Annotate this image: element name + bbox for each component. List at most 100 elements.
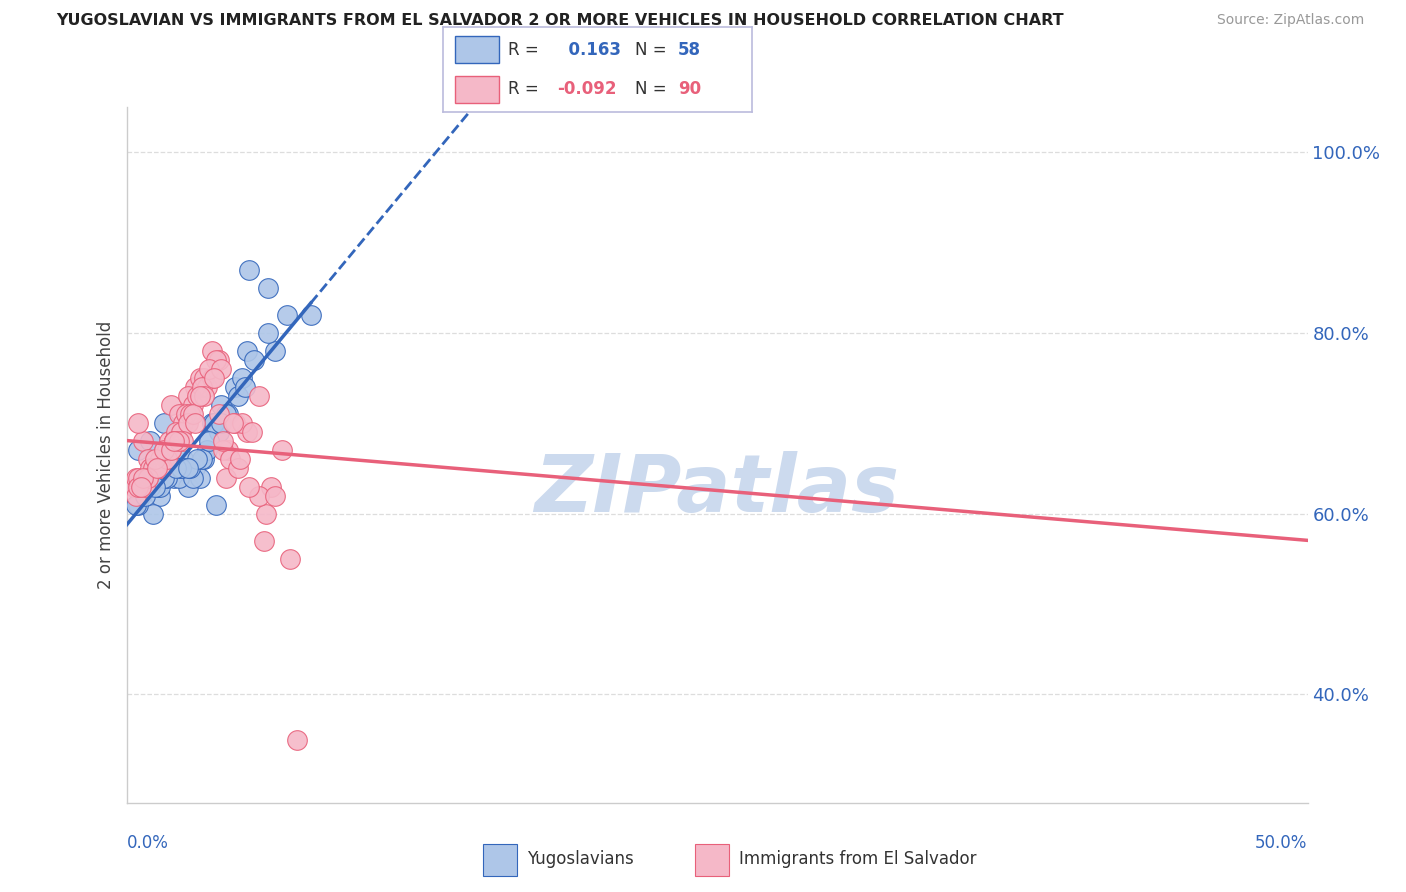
Point	[143, 479, 166, 493]
Point	[186, 452, 208, 467]
Point	[222, 417, 245, 431]
Point	[224, 417, 246, 431]
Point	[134, 470, 156, 484]
Point	[149, 452, 172, 467]
Point	[198, 362, 221, 376]
Point	[157, 461, 180, 475]
Point	[188, 371, 211, 385]
Point	[299, 308, 322, 322]
Point	[127, 498, 149, 512]
Point	[174, 461, 197, 475]
Point	[217, 443, 239, 458]
Point	[150, 461, 173, 475]
Point	[125, 489, 148, 503]
Point	[188, 389, 211, 403]
Text: R =: R =	[508, 41, 538, 59]
Point	[167, 407, 190, 421]
Point	[134, 489, 156, 503]
Text: 0.163: 0.163	[557, 41, 621, 59]
Point	[170, 425, 193, 440]
Point	[134, 479, 156, 493]
Point	[247, 489, 270, 503]
Point	[170, 461, 193, 475]
Point	[208, 425, 231, 440]
Point	[160, 443, 183, 458]
Point	[238, 262, 260, 277]
Point	[125, 470, 148, 484]
Text: N =: N =	[634, 41, 666, 59]
Point	[257, 326, 280, 340]
Point	[184, 461, 207, 475]
Point	[153, 417, 176, 431]
Text: 50.0%: 50.0%	[1256, 834, 1308, 852]
Point	[205, 498, 228, 512]
Point	[264, 344, 287, 359]
Point	[236, 344, 259, 359]
Point	[209, 398, 232, 412]
Point	[200, 344, 222, 359]
Bar	[484, 844, 517, 876]
Point	[129, 479, 152, 493]
Point	[160, 461, 183, 475]
Point	[205, 353, 228, 368]
Point	[184, 380, 207, 394]
Point	[264, 489, 287, 503]
Point	[172, 417, 194, 431]
Point	[177, 479, 200, 493]
Point	[195, 380, 218, 394]
Point	[132, 479, 155, 493]
Point	[271, 443, 294, 458]
Point	[141, 461, 163, 475]
Point	[153, 443, 176, 458]
Text: 58: 58	[678, 41, 702, 59]
Point	[257, 281, 280, 295]
Point	[132, 479, 155, 493]
Point	[167, 470, 190, 484]
Point	[172, 452, 194, 467]
Point	[146, 461, 169, 475]
Point	[143, 461, 166, 475]
Point	[186, 389, 208, 403]
Point	[254, 507, 277, 521]
Point	[146, 461, 169, 475]
Point	[188, 470, 211, 484]
Point	[139, 461, 162, 475]
Point	[163, 434, 186, 449]
Point	[163, 470, 186, 484]
Point	[252, 533, 274, 548]
Point	[136, 479, 159, 493]
Point	[156, 470, 179, 484]
Point	[209, 417, 232, 431]
Point	[163, 434, 186, 449]
Point	[193, 452, 215, 467]
Point	[157, 434, 180, 449]
Bar	[456, 36, 499, 63]
Point	[219, 452, 242, 467]
Point	[198, 434, 221, 449]
Point	[156, 452, 179, 467]
Point	[236, 425, 259, 440]
Text: Immigrants from El Salvador: Immigrants from El Salvador	[740, 849, 976, 868]
Point	[170, 461, 193, 475]
Point	[202, 417, 225, 431]
Point	[224, 380, 246, 394]
Point	[139, 434, 162, 449]
Point	[193, 389, 215, 403]
Point	[136, 470, 159, 484]
Point	[143, 452, 166, 467]
Text: -0.092: -0.092	[557, 80, 617, 98]
Point	[160, 443, 183, 458]
Point	[132, 434, 155, 449]
Text: Yugoslavians: Yugoslavians	[527, 849, 634, 868]
Point	[202, 371, 225, 385]
Point	[129, 479, 152, 493]
Point	[160, 398, 183, 412]
Point	[285, 732, 308, 747]
Point	[129, 489, 152, 503]
Point	[179, 407, 201, 421]
Point	[233, 380, 256, 394]
Point	[179, 461, 201, 475]
Point	[200, 417, 222, 431]
Point	[181, 398, 204, 412]
Text: YUGOSLAVIAN VS IMMIGRANTS FROM EL SALVADOR 2 OR MORE VEHICLES IN HOUSEHOLD CORRE: YUGOSLAVIAN VS IMMIGRANTS FROM EL SALVAD…	[56, 13, 1064, 29]
